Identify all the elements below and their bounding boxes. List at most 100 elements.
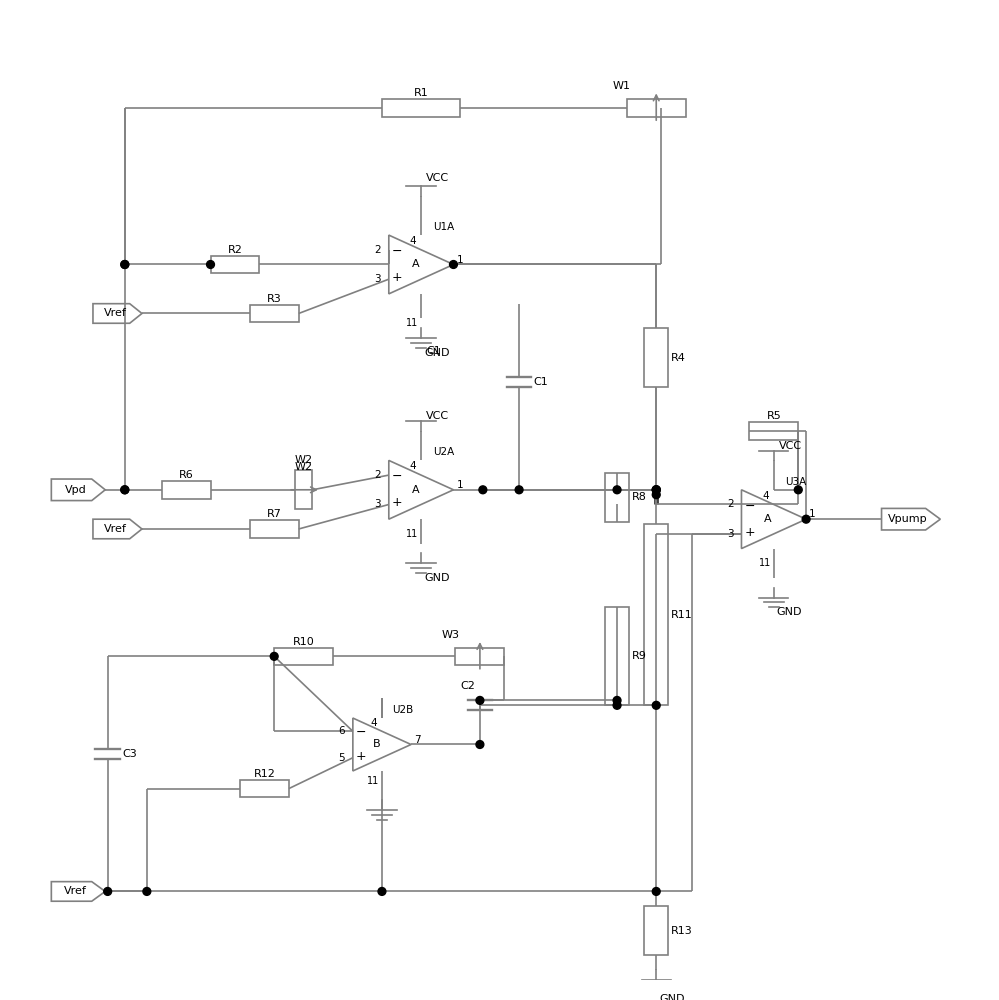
Text: 4: 4 bbox=[410, 461, 417, 471]
Circle shape bbox=[476, 696, 484, 704]
Text: Vpd: Vpd bbox=[65, 485, 87, 495]
Text: R7: R7 bbox=[267, 509, 282, 519]
Text: 1: 1 bbox=[457, 255, 463, 265]
Bar bbox=[644, 906, 668, 955]
Text: W2: W2 bbox=[295, 455, 313, 465]
Text: A: A bbox=[412, 259, 419, 269]
Text: 4: 4 bbox=[762, 491, 769, 501]
Text: 6: 6 bbox=[339, 726, 345, 736]
Text: −: − bbox=[744, 500, 755, 513]
Bar bbox=[162, 481, 211, 499]
Text: R5: R5 bbox=[766, 411, 781, 421]
Text: R9: R9 bbox=[631, 651, 646, 661]
Circle shape bbox=[121, 486, 129, 494]
Circle shape bbox=[515, 486, 523, 494]
Bar bbox=[240, 780, 289, 797]
Bar bbox=[382, 99, 461, 117]
Text: 11: 11 bbox=[758, 558, 771, 568]
Text: U2B: U2B bbox=[393, 705, 414, 715]
Text: B: B bbox=[373, 739, 381, 749]
Text: 2: 2 bbox=[375, 245, 381, 255]
Text: Vref: Vref bbox=[64, 886, 87, 896]
Circle shape bbox=[121, 261, 129, 268]
Text: R6: R6 bbox=[179, 470, 194, 480]
Text: VCC: VCC bbox=[778, 441, 802, 451]
Text: U1A: U1A bbox=[433, 222, 455, 232]
Text: Vref: Vref bbox=[104, 308, 127, 318]
Text: R8: R8 bbox=[631, 492, 646, 502]
Bar bbox=[211, 256, 260, 273]
Circle shape bbox=[652, 486, 660, 494]
Text: A: A bbox=[412, 485, 419, 495]
Text: VCC: VCC bbox=[426, 411, 450, 421]
Circle shape bbox=[652, 486, 660, 494]
Text: R3: R3 bbox=[267, 294, 282, 304]
Bar bbox=[626, 99, 685, 117]
Text: −: − bbox=[392, 470, 403, 483]
Circle shape bbox=[207, 261, 215, 268]
Circle shape bbox=[378, 888, 386, 895]
Text: VCC: VCC bbox=[426, 173, 450, 183]
Text: +: + bbox=[356, 750, 367, 763]
Text: GND: GND bbox=[777, 607, 802, 617]
Text: 11: 11 bbox=[367, 776, 379, 786]
Circle shape bbox=[450, 261, 458, 268]
Circle shape bbox=[104, 888, 112, 895]
Text: 1: 1 bbox=[457, 480, 463, 490]
Bar bbox=[295, 470, 313, 509]
Text: 3: 3 bbox=[375, 499, 381, 509]
Circle shape bbox=[613, 696, 621, 704]
Circle shape bbox=[121, 486, 129, 494]
Text: 2: 2 bbox=[727, 499, 733, 509]
Bar bbox=[604, 473, 629, 522]
Bar bbox=[456, 648, 504, 665]
Text: U3A: U3A bbox=[785, 477, 807, 487]
Text: GND: GND bbox=[424, 573, 450, 583]
Text: R12: R12 bbox=[254, 769, 276, 779]
Text: R4: R4 bbox=[671, 353, 685, 363]
Text: −: − bbox=[356, 726, 367, 739]
Circle shape bbox=[794, 486, 802, 494]
Text: 3: 3 bbox=[727, 529, 733, 539]
Text: A: A bbox=[764, 514, 771, 524]
Text: R11: R11 bbox=[671, 610, 692, 620]
Text: +: + bbox=[744, 526, 755, 539]
Circle shape bbox=[121, 261, 129, 268]
Text: 3: 3 bbox=[375, 274, 381, 284]
Text: C2: C2 bbox=[461, 681, 475, 691]
Text: 4: 4 bbox=[410, 236, 417, 246]
Text: U2A: U2A bbox=[433, 447, 455, 457]
Text: 11: 11 bbox=[406, 318, 419, 328]
Text: 11: 11 bbox=[406, 529, 419, 539]
Circle shape bbox=[479, 486, 487, 494]
Text: 4: 4 bbox=[371, 718, 377, 728]
Text: R13: R13 bbox=[671, 926, 692, 936]
Circle shape bbox=[271, 652, 278, 660]
Text: 7: 7 bbox=[414, 735, 421, 745]
Text: GND: GND bbox=[659, 994, 684, 1000]
Text: C1: C1 bbox=[533, 377, 548, 387]
Text: −: − bbox=[392, 245, 403, 258]
Bar bbox=[250, 520, 299, 538]
Circle shape bbox=[476, 741, 484, 748]
Bar bbox=[644, 328, 668, 387]
Circle shape bbox=[652, 701, 660, 709]
Text: C1: C1 bbox=[426, 346, 441, 356]
Circle shape bbox=[802, 515, 810, 523]
Bar bbox=[250, 305, 299, 322]
Text: 1: 1 bbox=[809, 509, 815, 519]
Bar bbox=[274, 648, 333, 665]
Text: C3: C3 bbox=[122, 749, 137, 759]
Bar bbox=[604, 607, 629, 705]
Text: W2: W2 bbox=[295, 462, 313, 472]
Text: 5: 5 bbox=[339, 753, 345, 763]
Text: 2: 2 bbox=[375, 470, 381, 480]
Text: W1: W1 bbox=[613, 81, 631, 91]
Circle shape bbox=[652, 486, 660, 494]
Text: GND: GND bbox=[424, 348, 450, 358]
Text: R10: R10 bbox=[293, 637, 315, 647]
Circle shape bbox=[143, 888, 151, 895]
Bar bbox=[749, 422, 798, 440]
Text: R1: R1 bbox=[414, 88, 429, 98]
Text: Vref: Vref bbox=[104, 524, 127, 534]
